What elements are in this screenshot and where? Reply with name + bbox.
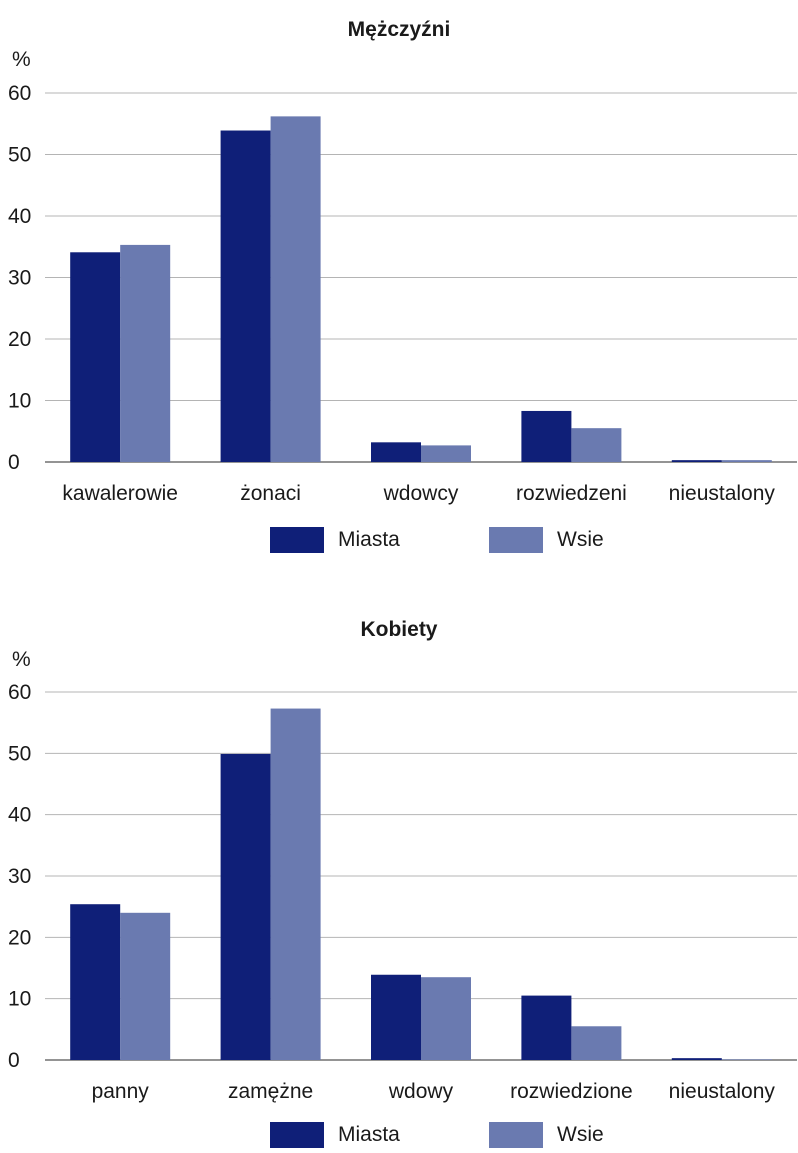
bar-wsie-3 — [421, 445, 471, 462]
x-tick-label: nieustalony — [669, 482, 776, 505]
bar-wsie-5 — [721, 460, 772, 462]
y-axis-unit-label: % — [12, 48, 31, 71]
y-tick-label: 20 — [8, 328, 31, 351]
x-tick-label: zamężne — [228, 1080, 313, 1103]
bar-miasta-3 — [371, 974, 421, 1060]
x-tick-label: rozwiedzeni — [516, 482, 627, 505]
bar-miasta-2 — [220, 753, 271, 1060]
chart-women: Kobiety % 0 10 20 30 40 50 60 panny zamężne wdowy… — [0, 600, 798, 1153]
bar-miasta-4 — [521, 410, 572, 462]
legend-item-wsie: Wsie — [489, 525, 604, 555]
y-tick-label: 30 — [8, 865, 31, 888]
x-tick-label: panny — [92, 1080, 150, 1103]
y-tick-label: 40 — [8, 205, 31, 228]
y-tick-label: 60 — [8, 82, 31, 105]
y-tick-label: 10 — [8, 390, 31, 413]
x-tick-label: wdowcy — [383, 482, 459, 505]
bar-miasta-1 — [70, 252, 121, 462]
legend-swatch-wsie — [489, 1122, 543, 1148]
y-tick-label: 50 — [8, 742, 31, 765]
y-tick-label: 10 — [8, 988, 31, 1011]
x-tick-label: żonaci — [240, 482, 301, 505]
bar-miasta-5 — [671, 460, 722, 462]
x-tick-label: wdowy — [388, 1080, 454, 1103]
chart-men: Mężczyźni % 0 10 20 30 40 50 60 kawalerowie żona… — [0, 0, 798, 570]
x-tick-label: kawalerowie — [62, 482, 178, 505]
legend-label-wsie: Wsie — [557, 528, 604, 551]
bar-wsie-1 — [120, 244, 171, 462]
legend-label-miasta: Miasta — [338, 528, 400, 551]
x-tick-label: rozwiedzione — [510, 1080, 633, 1103]
chart-title: Mężczyźni — [347, 18, 451, 41]
legend-swatch-miasta — [270, 527, 324, 553]
y-tick-label: 40 — [8, 804, 31, 827]
legend-item-miasta: Miasta — [270, 1120, 400, 1150]
bar-wsie-5 — [721, 1059, 772, 1060]
bar-miasta-3 — [371, 442, 421, 462]
y-tick-label: 0 — [8, 1049, 20, 1072]
bar-wsie-2 — [270, 708, 321, 1060]
y-tick-label: 50 — [8, 144, 31, 167]
bar-wsie-3 — [421, 977, 471, 1060]
chart-legend: Miasta Wsie — [0, 1120, 798, 1150]
legend-label-wsie: Wsie — [557, 1123, 604, 1146]
bar-wsie-4 — [571, 428, 622, 462]
y-axis-unit-label: % — [12, 648, 31, 671]
chart-title: Kobiety — [360, 618, 438, 641]
legend-label-miasta: Miasta — [338, 1123, 400, 1146]
legend-item-wsie: Wsie — [489, 1120, 604, 1150]
y-tick-label: 0 — [8, 451, 20, 474]
bar-wsie-1 — [120, 912, 171, 1060]
bar-miasta-4 — [521, 995, 572, 1060]
bar-wsie-2 — [270, 116, 321, 463]
bar-miasta-2 — [220, 130, 271, 462]
bar-wsie-4 — [571, 1026, 622, 1060]
legend-item-miasta: Miasta — [270, 525, 400, 555]
y-tick-label: 30 — [8, 267, 31, 290]
y-tick-label: 20 — [8, 926, 31, 949]
chart-legend: Miasta Wsie — [0, 525, 798, 555]
bar-chart-plot: 0 10 20 30 40 50 60 panny zamężne wdowy rozwiedzio… — [8, 681, 797, 1103]
y-tick-label: 60 — [8, 681, 31, 704]
bar-chart-plot: 0 10 20 30 40 50 60 kawalerowie żonaci wdowcy rozw… — [8, 82, 797, 505]
x-tick-label: nieustalony — [669, 1080, 776, 1103]
legend-swatch-miasta — [270, 1122, 324, 1148]
legend-swatch-wsie — [489, 527, 543, 553]
bar-miasta-1 — [70, 904, 121, 1060]
bar-miasta-5 — [671, 1058, 722, 1060]
